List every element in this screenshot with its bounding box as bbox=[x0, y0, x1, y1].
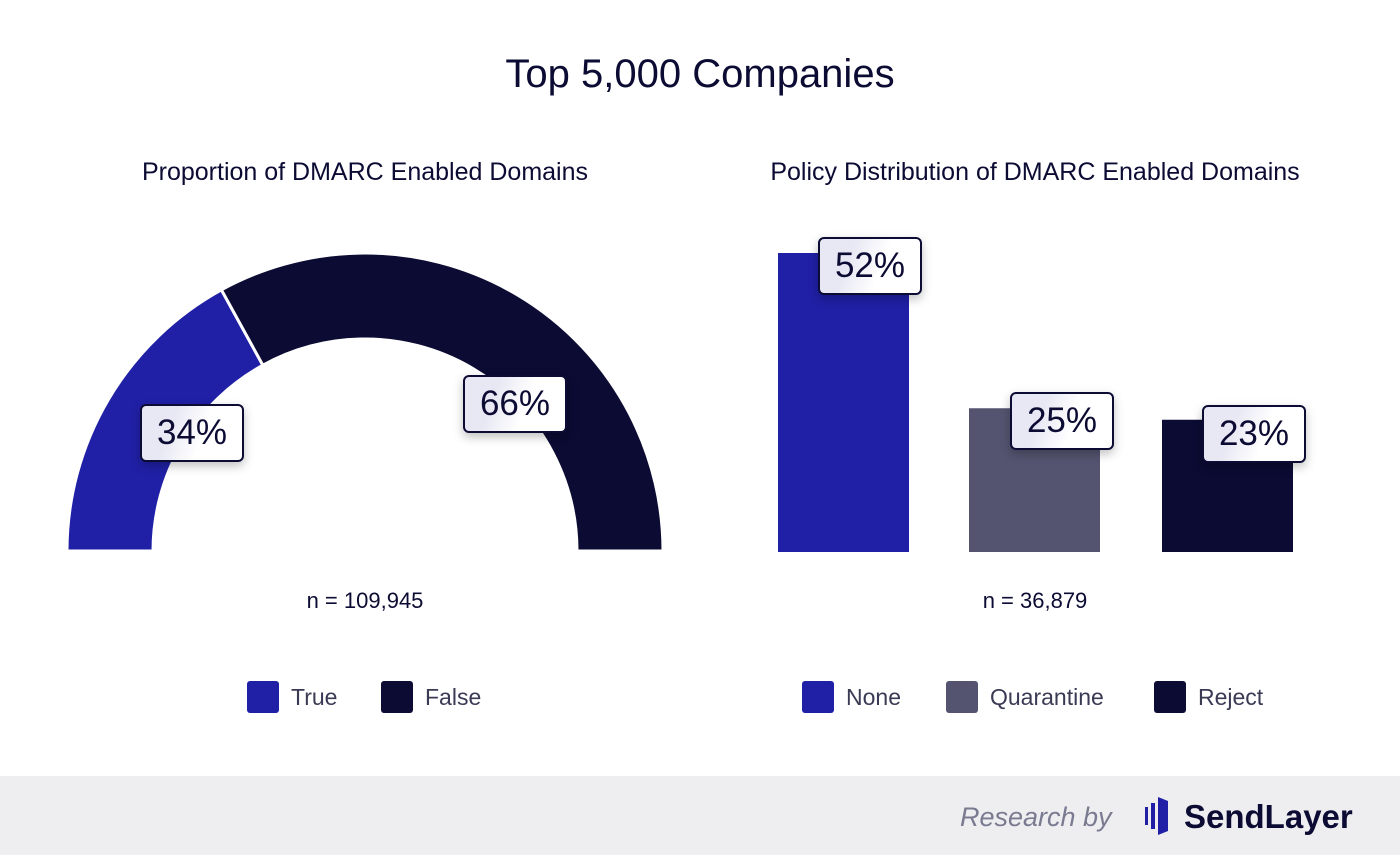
footer-prefix: Research by bbox=[960, 802, 1112, 832]
legend-label: False bbox=[425, 683, 482, 710]
gauge-title: Proportion of DMARC Enabled Domains bbox=[141, 158, 589, 186]
bar-title: Policy Distribution of DMARC Enabled Dom… bbox=[770, 158, 1300, 186]
legend-swatch bbox=[802, 681, 834, 713]
bar-none bbox=[778, 253, 909, 552]
legend-true: True bbox=[247, 681, 337, 713]
footer: Research by SendLayer bbox=[0, 776, 1400, 855]
legend-quarantine: Quarantine bbox=[946, 681, 1104, 713]
legend-swatch bbox=[381, 681, 413, 713]
data-label-quarantine: 25% bbox=[1010, 392, 1114, 450]
bar-n: n = 36,879 bbox=[982, 588, 1088, 613]
bar-chart bbox=[778, 253, 1293, 552]
legend-label: Quarantine bbox=[990, 683, 1104, 710]
data-label-none: 52% bbox=[818, 237, 922, 295]
gauge-n: n = 109,945 bbox=[306, 588, 424, 613]
legend-swatch bbox=[247, 681, 279, 713]
legend-none: None bbox=[802, 681, 901, 713]
data-label-reject: 23% bbox=[1202, 405, 1306, 463]
legend-label: Reject bbox=[1198, 683, 1264, 710]
legend-label: None bbox=[846, 683, 901, 710]
legend-false: False bbox=[381, 681, 481, 713]
legend-swatch bbox=[946, 681, 978, 713]
legend-label: True bbox=[291, 683, 338, 710]
data-label-true: 34% bbox=[140, 404, 244, 462]
gauge-segment-false bbox=[219, 251, 665, 553]
sendlayer-logo-icon bbox=[1145, 797, 1168, 835]
legend-swatch bbox=[1154, 681, 1186, 713]
legend-reject: Reject bbox=[1154, 681, 1263, 713]
main-title: Top 5,000 Companies bbox=[505, 52, 895, 96]
footer-brand: SendLayer bbox=[1184, 798, 1353, 835]
data-label-false: 66% bbox=[463, 375, 567, 433]
